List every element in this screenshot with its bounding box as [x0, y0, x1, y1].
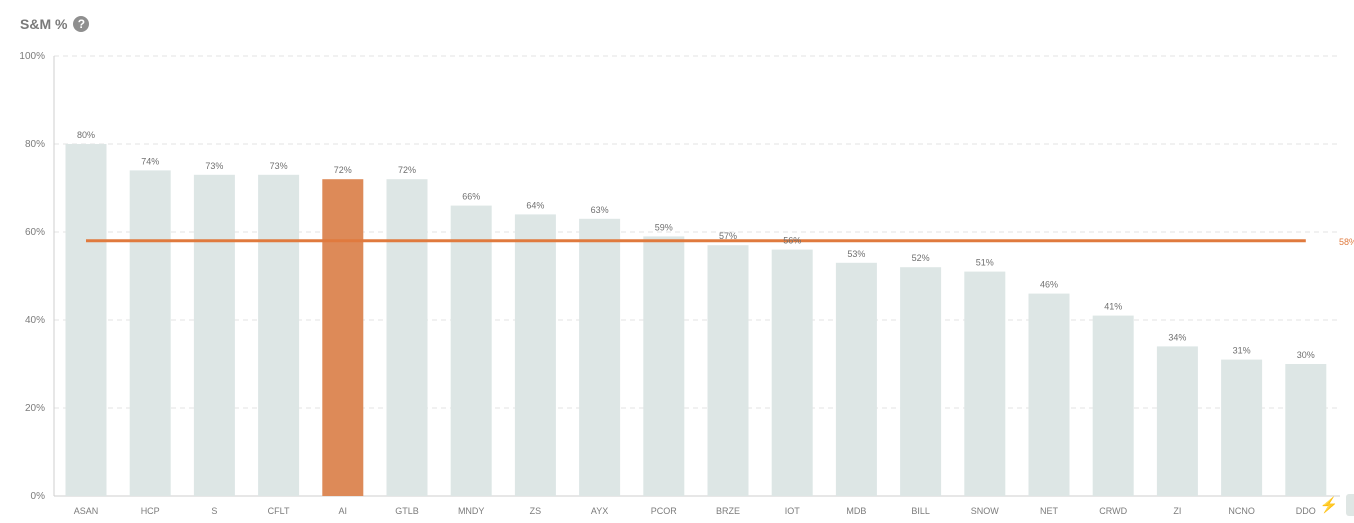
data-label: 72% [334, 165, 352, 175]
y-tick-label: 20% [25, 403, 45, 414]
bar-asan[interactable] [65, 144, 107, 496]
bar-bill[interactable] [900, 267, 942, 496]
x-tick-label: GTLB [395, 506, 419, 516]
x-tick-label: CFLT [268, 506, 290, 516]
data-label: 73% [205, 161, 223, 171]
x-tick-label: MDB [846, 506, 866, 516]
x-tick-label: AI [339, 506, 348, 516]
bar-ncno[interactable] [1221, 359, 1263, 496]
x-tick-label: BRZE [716, 506, 740, 516]
reference-line-label: 58% [1339, 237, 1354, 247]
bar-pcor[interactable] [643, 236, 685, 496]
x-tick-label: PCOR [651, 506, 678, 516]
bar-crwd[interactable] [1092, 315, 1134, 496]
x-tick-label: DDO [1296, 506, 1316, 516]
data-label: 34% [1168, 332, 1186, 342]
x-tick-label: ZS [530, 506, 542, 516]
x-tick-label: S [211, 506, 217, 516]
x-tick-label: ZI [1173, 506, 1181, 516]
bar-mdb[interactable] [835, 262, 877, 496]
data-label: 51% [976, 258, 994, 268]
x-tick-label: MNDY [458, 506, 485, 516]
lightning-bolt-icon[interactable]: ⚡ [1319, 497, 1339, 514]
data-label: 73% [270, 161, 288, 171]
chart-header: S&M % ? [20, 16, 90, 32]
x-tick-label: NET [1040, 506, 1059, 516]
bar-ayx[interactable] [579, 218, 621, 497]
data-label: 57% [719, 231, 737, 241]
data-label: 31% [1233, 346, 1251, 356]
bar-ddog[interactable] [1285, 364, 1327, 496]
chart-title: S&M % [20, 16, 68, 32]
bar-net[interactable] [1028, 293, 1070, 496]
y-tick-label: 40% [25, 315, 45, 326]
bar-zi[interactable] [1156, 346, 1198, 496]
side-menu-handle[interactable] [1346, 494, 1354, 516]
data-label: 59% [655, 222, 673, 232]
data-label: 52% [912, 253, 930, 263]
bar-zs[interactable] [514, 214, 556, 496]
bar-cflt[interactable] [258, 174, 300, 497]
bar-hcp[interactable] [129, 170, 171, 496]
data-label: 53% [847, 249, 865, 259]
question-circle-icon[interactable]: ? [73, 16, 90, 32]
data-label: 66% [462, 192, 480, 202]
x-tick-label: HCP [141, 506, 160, 516]
y-tick-label: 0% [31, 491, 46, 502]
x-tick-label: NCNO [1228, 506, 1255, 516]
bar-iot[interactable] [771, 249, 813, 496]
y-tick-label: 80% [25, 139, 45, 150]
data-label: 41% [1104, 302, 1122, 312]
bar-mndy[interactable] [450, 205, 492, 496]
data-label: 64% [526, 200, 544, 210]
x-tick-label: BILL [911, 506, 930, 516]
bar-brze[interactable] [707, 245, 749, 496]
data-label: 63% [591, 205, 609, 215]
bar-ai[interactable] [322, 179, 364, 496]
data-label: 30% [1297, 350, 1315, 360]
x-tick-label: IOT [785, 506, 801, 516]
x-tick-label: ASAN [74, 506, 99, 516]
y-tick-label: 60% [25, 227, 45, 238]
data-label: 46% [1040, 280, 1058, 290]
bar-s[interactable] [193, 174, 235, 497]
x-tick-label: CRWD [1099, 506, 1127, 516]
x-tick-label: SNOW [971, 506, 1000, 516]
y-tick-label: 100% [19, 51, 45, 62]
data-label: 72% [398, 165, 416, 175]
bar-snow[interactable] [964, 271, 1006, 496]
data-label: 74% [141, 156, 159, 166]
data-label: 80% [77, 130, 95, 140]
x-tick-label: AYX [591, 506, 608, 516]
bottom-toolbar: ⚡ [1318, 494, 1354, 516]
bar-gtlb[interactable] [386, 179, 428, 496]
data-label: 56% [783, 236, 801, 246]
